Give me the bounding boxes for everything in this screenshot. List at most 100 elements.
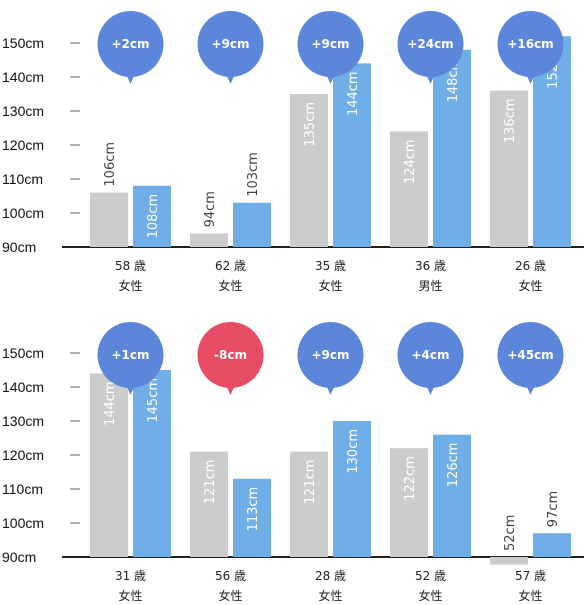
category-age-label: 52 歳 [415, 569, 446, 583]
value-label-before: 121cm [303, 460, 318, 505]
category-sex-label: 女性 [118, 278, 142, 293]
badge-circle [497, 322, 564, 388]
y-tick-label: 90cm [2, 239, 36, 255]
badge-circle [397, 322, 464, 388]
y-tick-label: 100cm [2, 205, 44, 221]
bar-before [190, 233, 228, 247]
value-label-after: 145cm [146, 378, 161, 423]
change-label: +2cm [111, 37, 149, 51]
change-badge: -8cm [197, 322, 264, 395]
chart-panel-top: 90cm 100cm 110cm 120cm 130cm 140cm 150cm 106cm 1… [2, 11, 584, 293]
category-age-label: 56 歳 [215, 569, 246, 583]
category-age-label: 57 歳 [515, 569, 546, 583]
bar-before [290, 94, 328, 247]
change-label: +16cm [507, 37, 553, 51]
bar-before [190, 451, 228, 557]
change-badge: +9cm [197, 11, 264, 84]
change-label: +1cm [111, 348, 149, 362]
badge-circle [197, 11, 264, 77]
y-tick-label: 90cm [2, 549, 36, 565]
change-label: +4cm [411, 348, 449, 362]
value-label-before: 106cm [103, 142, 118, 187]
change-badge: +2cm [97, 11, 164, 84]
badge-circle [297, 11, 364, 77]
change-badge: +4cm [397, 322, 464, 395]
change-badge: +16cm [497, 11, 564, 84]
value-label-after: 97cm [546, 491, 561, 527]
category-sex-label: 女性 [318, 278, 342, 293]
value-label-after: 108cm [146, 194, 161, 239]
bar-after [133, 185, 171, 247]
value-label-before: 94cm [203, 191, 218, 227]
category-age-label: 35 歳 [315, 259, 346, 273]
badge-circle [497, 11, 564, 77]
bar-before [490, 90, 528, 247]
badge-circle [297, 322, 364, 388]
y-tick-label: 110cm [2, 481, 43, 497]
bar-before [90, 373, 128, 557]
bar-after [333, 421, 371, 557]
bar-before [490, 557, 528, 565]
category-age-label: 58 歳 [115, 259, 146, 273]
y-tick-label: 120cm [2, 137, 44, 153]
change-label: +9cm [211, 37, 249, 51]
change-label: +45cm [507, 348, 553, 362]
bar-before [390, 131, 428, 247]
change-badge: +24cm [397, 11, 464, 84]
category-age-label: 26 歳 [515, 259, 546, 273]
y-tick-label: 100cm [2, 515, 44, 531]
category-age-label: 36 歳 [415, 259, 446, 273]
category-sex-label: 女性 [518, 278, 542, 293]
y-tick-label: 110cm [2, 171, 43, 187]
value-label-before: 124cm [403, 139, 418, 184]
change-label: +9cm [311, 348, 349, 362]
y-tick-label: 150cm [2, 35, 44, 51]
value-label-before: 135cm [303, 102, 318, 147]
bar-after [233, 478, 271, 557]
value-label-before: 144cm [103, 381, 118, 426]
value-label-after: 144cm [346, 71, 361, 116]
bar-before [390, 448, 428, 557]
chart-panel-bottom: 90cm 100cm 110cm 120cm 130cm 140cm 150cm 144cm 1… [2, 322, 584, 603]
y-tick-label: 150cm [2, 345, 44, 361]
category-age-label: 28 歳 [315, 569, 346, 583]
category-sex-label: 女性 [518, 588, 542, 603]
bar-before [290, 451, 328, 557]
y-tick-label: 120cm [2, 447, 44, 463]
category-sex-label: 女性 [318, 588, 342, 603]
bar-after [433, 434, 471, 557]
bar-after [433, 49, 471, 247]
category-sex-label: 女性 [218, 278, 242, 293]
bar-after [533, 533, 571, 557]
value-label-after: 126cm [446, 443, 461, 488]
value-label-before: 122cm [403, 456, 418, 501]
bar-after [333, 63, 371, 248]
category-age-label: 31 歳 [115, 569, 146, 583]
category-age-label: 62 歳 [215, 259, 246, 273]
y-tick-label: 140cm [2, 69, 44, 85]
badge-circle [197, 322, 264, 388]
change-label: -8cm [214, 348, 247, 362]
value-label-after: 103cm [246, 152, 261, 197]
value-label-after: 113cm [246, 487, 261, 532]
bar-after [233, 202, 271, 247]
change-label: +24cm [407, 37, 453, 51]
badge-circle [97, 11, 164, 77]
value-label-before: 136cm [503, 99, 518, 144]
value-label-before: 52cm [503, 515, 518, 551]
change-badge: +1cm [97, 322, 164, 395]
category-sex-label: 女性 [118, 588, 142, 603]
badge-circle [397, 11, 464, 77]
change-badge: +9cm [297, 322, 364, 395]
y-tick-label: 140cm [2, 379, 44, 395]
badge-circle [97, 322, 164, 388]
category-sex-label: 男性 [418, 279, 442, 293]
category-sex-label: 女性 [218, 588, 242, 603]
change-badge: +9cm [297, 11, 364, 84]
change-badge: +45cm [497, 322, 564, 395]
bar-after [133, 370, 171, 557]
value-label-before: 121cm [203, 460, 218, 505]
value-label-after: 130cm [346, 429, 361, 474]
y-tick-label: 130cm [2, 413, 44, 429]
